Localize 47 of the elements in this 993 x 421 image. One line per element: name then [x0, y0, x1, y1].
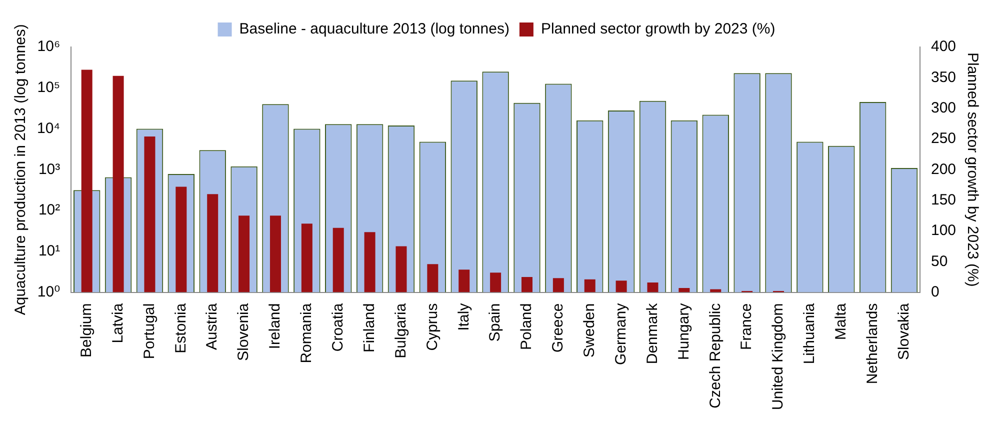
x-tick-label: Portugal	[140, 303, 158, 360]
y2-tick-label: 400	[930, 38, 956, 56]
x-tick-label: Lithuania	[801, 302, 818, 364]
x-tick-label: Belgium	[78, 303, 95, 358]
y-tick-label: 10³	[38, 160, 60, 178]
x-tick-label: Czech Republic	[706, 302, 724, 408]
x-tick-label: Bulgaria	[392, 302, 410, 358]
x-tick-label: Slovakia	[895, 302, 912, 360]
x-tick-label: Greece	[550, 303, 567, 352]
x-tick-label: France	[738, 303, 756, 350]
y2-tick-label: 250	[930, 130, 956, 148]
x-tick-label: Finland	[360, 303, 378, 352]
x-tick-label: Latvia	[109, 302, 126, 344]
y2-tick-label: 300	[930, 99, 956, 116]
x-tick-label: Romania	[298, 302, 316, 364]
x-tick-label: Estonia	[172, 302, 190, 354]
x-tick-label: Denmark	[644, 302, 661, 364]
y-tick-label: 10¹	[38, 242, 60, 260]
y-tick-label: 10⁵	[37, 79, 60, 96]
y-tick-label: 10⁰	[37, 283, 60, 300]
y2-tick-label: 50	[930, 252, 948, 270]
legend-label: Planned sector growth by 2023 (%)	[540, 20, 776, 38]
x-tick-label: Netherlands	[864, 303, 881, 384]
x-tick-label: Italy	[455, 302, 472, 331]
y-axis-title: Aquaculture production in 2013 (log tonnes)	[12, 24, 30, 316]
x-tick-label: Hungary	[675, 302, 692, 360]
x-tick-label: Sweden	[581, 303, 598, 358]
x-tick-label: Poland	[518, 303, 536, 350]
x-tick-label: United Kingdom	[770, 303, 787, 410]
y-tick-label: 10⁶	[37, 38, 60, 56]
y2-tick-label: 100	[930, 222, 956, 240]
y2-tick-label: 0	[930, 283, 940, 300]
y-tick-label: 10⁴	[36, 120, 60, 137]
y-tick-label: 10²	[38, 202, 60, 219]
x-tick-label: Malta	[832, 302, 850, 340]
x-tick-label: Spain	[486, 303, 504, 342]
x-tick-label: Cyprus	[424, 303, 441, 351]
x-tick-label: Croatia	[330, 302, 346, 352]
x-tick-label: Germany	[612, 302, 630, 365]
x-tick-label: Ireland	[266, 303, 284, 350]
x-tick-label: Slovenia	[235, 302, 252, 361]
y2-tick-label: 150	[930, 191, 956, 208]
y2-tick-label: 200	[930, 160, 956, 178]
y2-tick-label: 350	[930, 68, 956, 86]
y2-axis-title: Planned sector growth by 2023 (%)	[964, 52, 981, 287]
x-tick-label: Austria	[204, 302, 221, 350]
legend-label: Baseline - aquaculture 2013 (log tonnes)	[239, 20, 510, 38]
